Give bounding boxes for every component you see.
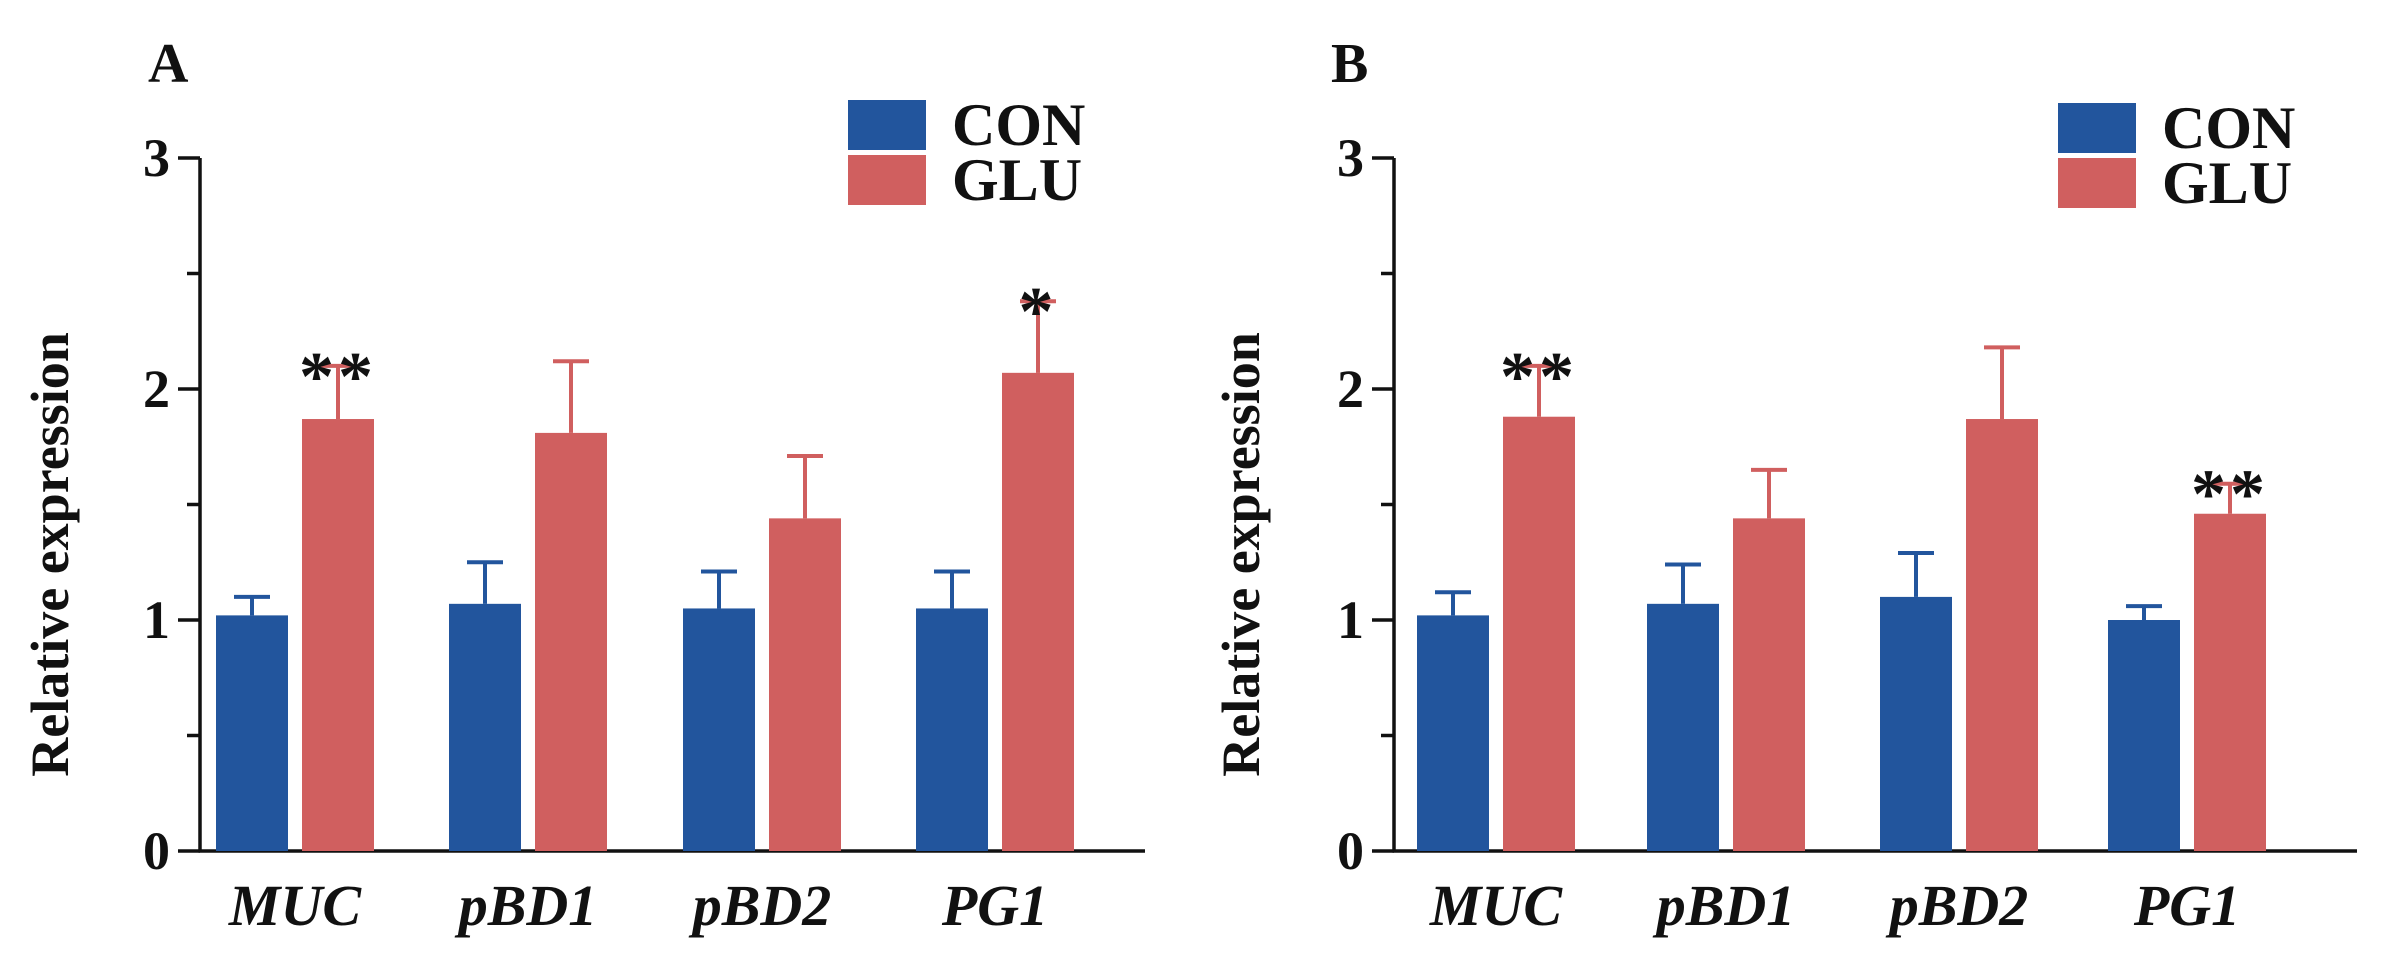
x-category-label: pBD1: [1652, 873, 1796, 938]
significance-marker: **: [2191, 457, 2269, 534]
x-category-label: pBD1: [454, 873, 598, 938]
bar-chart-b: B Relative expression 0 1 2 3 MUC pBD1 pBD2 PG1 **…: [1211, 33, 2357, 938]
x-category-label: pBD2: [1885, 873, 2029, 938]
panel-label: A: [148, 33, 189, 95]
y-tick-label: 1: [143, 590, 170, 650]
bar-con: [449, 603, 521, 851]
bar-glu: [302, 419, 374, 851]
bar-con: [2108, 620, 2180, 851]
y-tick-label: 0: [143, 821, 170, 881]
significance-marker: *: [1019, 274, 1058, 351]
bar-glu: [2194, 513, 2266, 851]
bar-glu: [1002, 372, 1074, 851]
bar-con: [1417, 615, 1489, 851]
legend-label-con: CON: [952, 92, 1085, 158]
bar-con: [916, 608, 988, 851]
x-category-label: PG1: [2133, 873, 2240, 938]
y-axis-label: Relative expression: [20, 332, 80, 776]
bar-glu: [1733, 518, 1805, 851]
bar-con: [1880, 596, 1952, 851]
x-category-label: MUC: [228, 873, 362, 938]
y-axis-label: Relative expression: [1211, 332, 1271, 776]
y-tick-label: 2: [1337, 359, 1364, 419]
bar-glu: [535, 432, 607, 851]
legend-swatch-con: [2058, 103, 2136, 153]
y-tick-label: 2: [143, 359, 170, 419]
legend-label-con: CON: [2162, 95, 2295, 161]
y-tick-label: 1: [1337, 590, 1364, 650]
chart-panel-a: A Relative expression 0 1 2 3 MUC pBD1 pBD2 PG1 **…: [20, 33, 1145, 938]
bar-glu: [1966, 419, 2038, 851]
x-category-label: pBD2: [688, 873, 832, 938]
y-tick-label: 3: [1337, 128, 1364, 188]
bar-con: [1647, 603, 1719, 851]
chart-panel-b: B Relative expression 0 1 2 3 MUC pBD1 pBD2 PG1 **…: [1191, 0, 2382, 979]
legend-swatch-glu: [848, 155, 926, 205]
legend-label-glu: GLU: [952, 147, 1082, 213]
y-tick-label: 3: [143, 128, 170, 188]
significance-marker: **: [299, 339, 377, 416]
bar-glu: [769, 518, 841, 851]
legend-swatch-glu: [2058, 158, 2136, 208]
x-category-label: PG1: [941, 873, 1048, 938]
legend-label-glu: GLU: [2162, 150, 2292, 216]
bar-con: [216, 615, 288, 851]
bar-glu: [1503, 416, 1575, 851]
x-category-label: MUC: [1429, 873, 1563, 938]
panel-label: B: [1331, 33, 1368, 95]
legend-swatch-con: [848, 100, 926, 150]
significance-marker: **: [1500, 339, 1578, 416]
y-tick-label: 0: [1337, 821, 1364, 881]
bar-con: [683, 608, 755, 851]
